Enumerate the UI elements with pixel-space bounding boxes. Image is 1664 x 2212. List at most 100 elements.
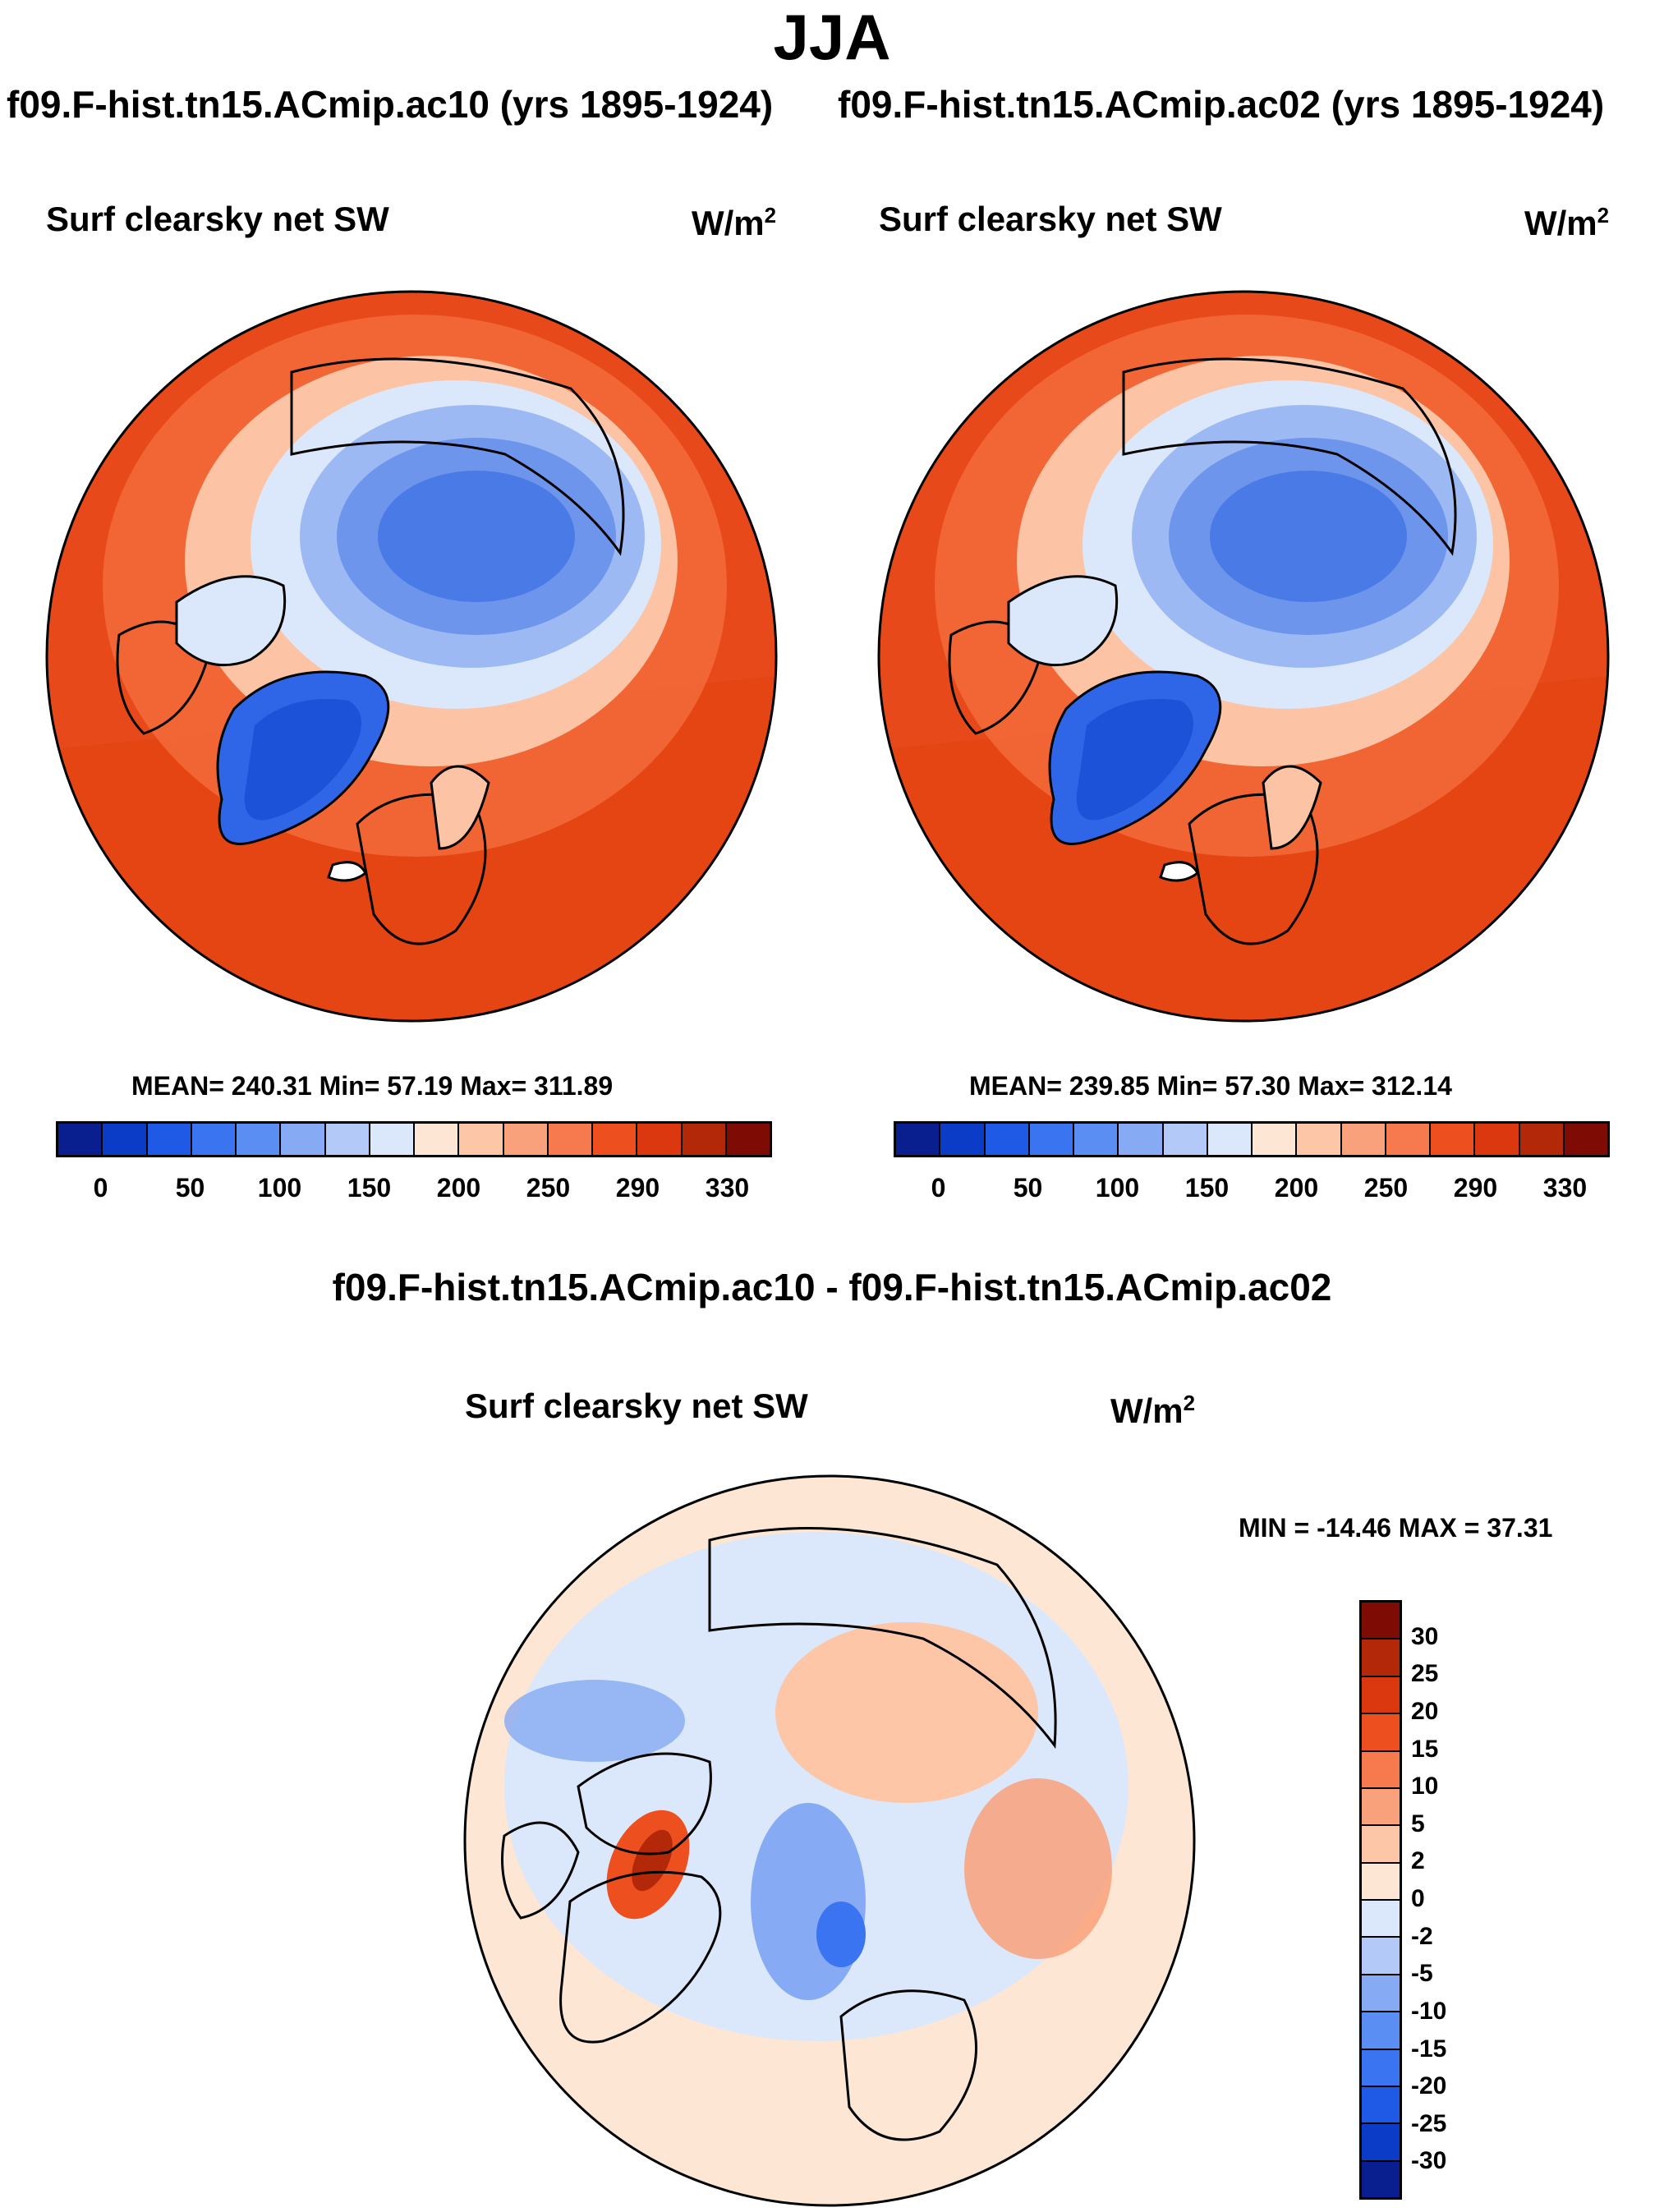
map-difference — [463, 1474, 1196, 2207]
colorbar-right-tick-label: 290 — [1453, 1173, 1498, 1203]
colorbar-right-swatch — [1206, 1124, 1251, 1155]
map-diff-hotspot-inner — [632, 1829, 673, 1892]
colorbar-difference-tick-label: -10 — [1411, 1997, 1447, 2025]
colorbar-difference-tick-label: 15 — [1411, 1735, 1439, 1763]
map-left-ice-core — [378, 471, 575, 602]
colorbar-right-tick-label: 330 — [1542, 1173, 1588, 1203]
map-left-archipelago — [175, 575, 287, 667]
colorbar-difference-swatch — [1362, 1713, 1400, 1750]
colorbar-left-swatch — [368, 1124, 413, 1155]
colorbar-difference-tick-label: 20 — [1411, 1697, 1439, 1725]
map-right-greenland-core — [1076, 699, 1193, 821]
colorbar-right-tick-label: 50 — [1013, 1173, 1043, 1203]
colorbar-difference-swatch — [1362, 1638, 1400, 1676]
colorbar-right-swatch — [1518, 1124, 1563, 1155]
map-left-eurasia — [356, 793, 487, 945]
map-right-scandinavia — [1262, 765, 1322, 850]
colorbar-left-swatch — [190, 1124, 235, 1155]
colorbar-difference-tick-label: 25 — [1411, 1660, 1439, 1688]
map-diff-blue-patch-1 — [751, 1803, 866, 2000]
map-diff-greenland — [559, 1870, 722, 2044]
map-left-north-america — [116, 620, 211, 735]
colorbar-left-swatch — [145, 1124, 191, 1155]
map-diff-blue-patch-2 — [816, 1902, 866, 1967]
colorbar-difference-swatch — [1362, 1603, 1400, 1639]
map-right — [877, 290, 1610, 1023]
colorbar-difference-tick-label: 10 — [1411, 1773, 1439, 1800]
colorbar-left-swatch — [413, 1124, 458, 1155]
map-right-iceland — [1159, 861, 1199, 882]
colorbar-difference-tick-label: -20 — [1411, 2072, 1447, 2100]
colorbar-difference-swatch — [1362, 1750, 1400, 1787]
colorbar-right-swatch — [983, 1124, 1028, 1155]
colorbar-difference-swatch — [1362, 1787, 1400, 1825]
colorbar-right-swatch — [1295, 1124, 1340, 1155]
map-diff-siberia — [708, 1526, 1057, 1750]
colorbar-right-tick-label: 250 — [1363, 1173, 1409, 1203]
map-left-border — [45, 290, 778, 1023]
colorbar-right-swatch — [1384, 1124, 1429, 1155]
colorbar-left-ticks: 0 50 100 150 200 250 290 330 — [0, 1173, 832, 1206]
colorbar-difference-tick-label: 0 — [1411, 1885, 1425, 1912]
colorbar-left-swatch — [502, 1124, 547, 1155]
colorbar-difference-swatch — [1362, 1936, 1400, 1974]
map-diff-north-america — [501, 1821, 580, 1920]
colorbar-difference-ticks: 30 25 20 15 10 5 2 0 -2 -5 -10 -15 -20 -25 -30 — [1411, 1600, 1510, 2200]
map-diff-blue-patch-3 — [504, 1680, 685, 1762]
colorbar-difference-tick-label: -15 — [1411, 2035, 1447, 2063]
colorbar-difference-swatch — [1362, 2122, 1400, 2160]
difference-units: W/m2 — [1110, 1391, 1196, 1430]
colorbar-left-swatch — [101, 1124, 146, 1155]
panel-right-units: W/m2 — [1524, 203, 1610, 242]
colorbar-right-swatch — [1117, 1124, 1162, 1155]
colorbar-left-swatch — [546, 1124, 591, 1155]
colorbar-difference-tick-label: -30 — [1411, 2147, 1447, 2175]
colorbar-left-tick-label: 100 — [257, 1173, 302, 1203]
panel-left-run-label: f09.F-hist.tn15.ACmip.ac10 (yrs 1895-192… — [7, 83, 774, 126]
colorbar-left-swatch — [636, 1124, 681, 1155]
colorbar-right-swatch — [1161, 1124, 1207, 1155]
map-left-siberia — [290, 357, 625, 556]
panel-right-run-label: f09.F-hist.tn15.ACmip.ac02 (yrs 1895-192… — [838, 83, 1605, 126]
map-left — [45, 290, 778, 1023]
colorbar-right-swatch — [896, 1124, 940, 1155]
map-left-greenland-core — [244, 699, 361, 821]
map-right-archipelago — [1007, 575, 1119, 667]
colorbar-right-swatch — [1473, 1124, 1519, 1155]
map-right-siberia — [1122, 357, 1457, 556]
map-right-north-america — [948, 620, 1043, 735]
colorbar-difference-tick-label: 5 — [1411, 1810, 1425, 1837]
colorbar-difference-swatch — [1362, 1973, 1400, 2012]
colorbar-left-tick-label: 250 — [526, 1173, 571, 1203]
colorbar-difference-swatch — [1362, 1899, 1400, 1937]
colorbar-difference-tick-label: -25 — [1411, 2109, 1447, 2137]
colorbar-right-swatch — [1340, 1124, 1385, 1155]
colorbar-difference-swatch — [1362, 1675, 1400, 1713]
colorbar-difference-tick-label: 30 — [1411, 1622, 1439, 1650]
map-diff-eurasia — [839, 1989, 978, 2141]
colorbar-difference-tick-label: -5 — [1411, 1960, 1433, 1988]
colorbar-left-tick-label: 330 — [705, 1173, 750, 1203]
colorbar-right-tick-label: 200 — [1274, 1173, 1319, 1203]
map-right-eurasia — [1188, 793, 1319, 945]
colorbar-left-tick-label: 50 — [175, 1173, 205, 1203]
colorbar-left-swatch — [457, 1124, 503, 1155]
map-right-ice-core — [1210, 471, 1407, 602]
map-diff-warm-patch-1 — [775, 1622, 1038, 1803]
colorbar-left-swatch — [591, 1124, 637, 1155]
colorbar-right-swatch — [1251, 1124, 1296, 1155]
colorbar-right-swatch — [1073, 1124, 1118, 1155]
colorbar-difference — [1359, 1600, 1402, 2200]
colorbar-left-tick-label: 200 — [436, 1173, 481, 1203]
colorbar-difference-swatch — [1362, 1824, 1400, 1862]
difference-title: f09.F-hist.tn15.ACmip.ac10 - f09.F-hist.… — [332, 1266, 1332, 1308]
colorbar-left — [56, 1121, 772, 1157]
panel-left-units: W/m2 — [692, 203, 777, 242]
colorbar-difference-swatch — [1362, 2048, 1400, 2086]
colorbar-left-swatch — [279, 1124, 324, 1155]
colorbar-right-tick-label: 150 — [1184, 1173, 1230, 1203]
colorbar-left-swatch — [324, 1124, 369, 1155]
colorbar-left-tick-label: 0 — [93, 1173, 108, 1203]
colorbar-difference-swatch — [1362, 2085, 1400, 2123]
colorbar-right-swatch — [1562, 1124, 1607, 1155]
